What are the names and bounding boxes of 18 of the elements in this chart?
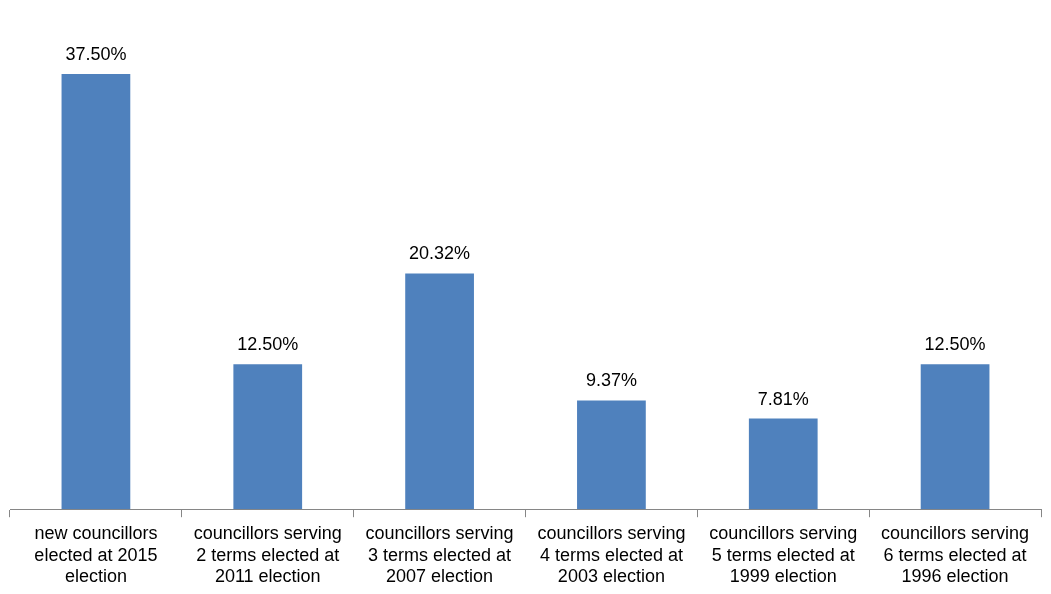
data-label: 37.50% xyxy=(65,43,127,64)
x-tick-label: councillors serving 6 terms elected at 1996 election xyxy=(881,522,1030,587)
bar xyxy=(405,273,474,510)
data-label: 9.37% xyxy=(585,370,637,391)
data-label: 12.50% xyxy=(924,334,986,355)
data-label: 7.81% xyxy=(757,388,809,409)
x-tick-label: councillors serving 2 terms elected at 2011 election xyxy=(193,522,342,587)
x-tick-label: councillors serving 4 terms elected at 2003 election xyxy=(537,522,686,587)
bar xyxy=(61,74,131,510)
data-label: 12.50% xyxy=(237,334,299,355)
bar xyxy=(920,364,990,510)
data-label: 20.32% xyxy=(409,243,471,264)
x-tick-label: councillors serving 3 terms elected at 2007 election xyxy=(365,522,514,587)
x-tick-label: councillors serving 5 terms elected at 1999 election xyxy=(709,522,858,587)
bar xyxy=(233,364,303,510)
x-tick-label: new councillors elected at 2015 election xyxy=(34,522,158,587)
bar xyxy=(577,400,646,510)
bar xyxy=(748,418,818,510)
